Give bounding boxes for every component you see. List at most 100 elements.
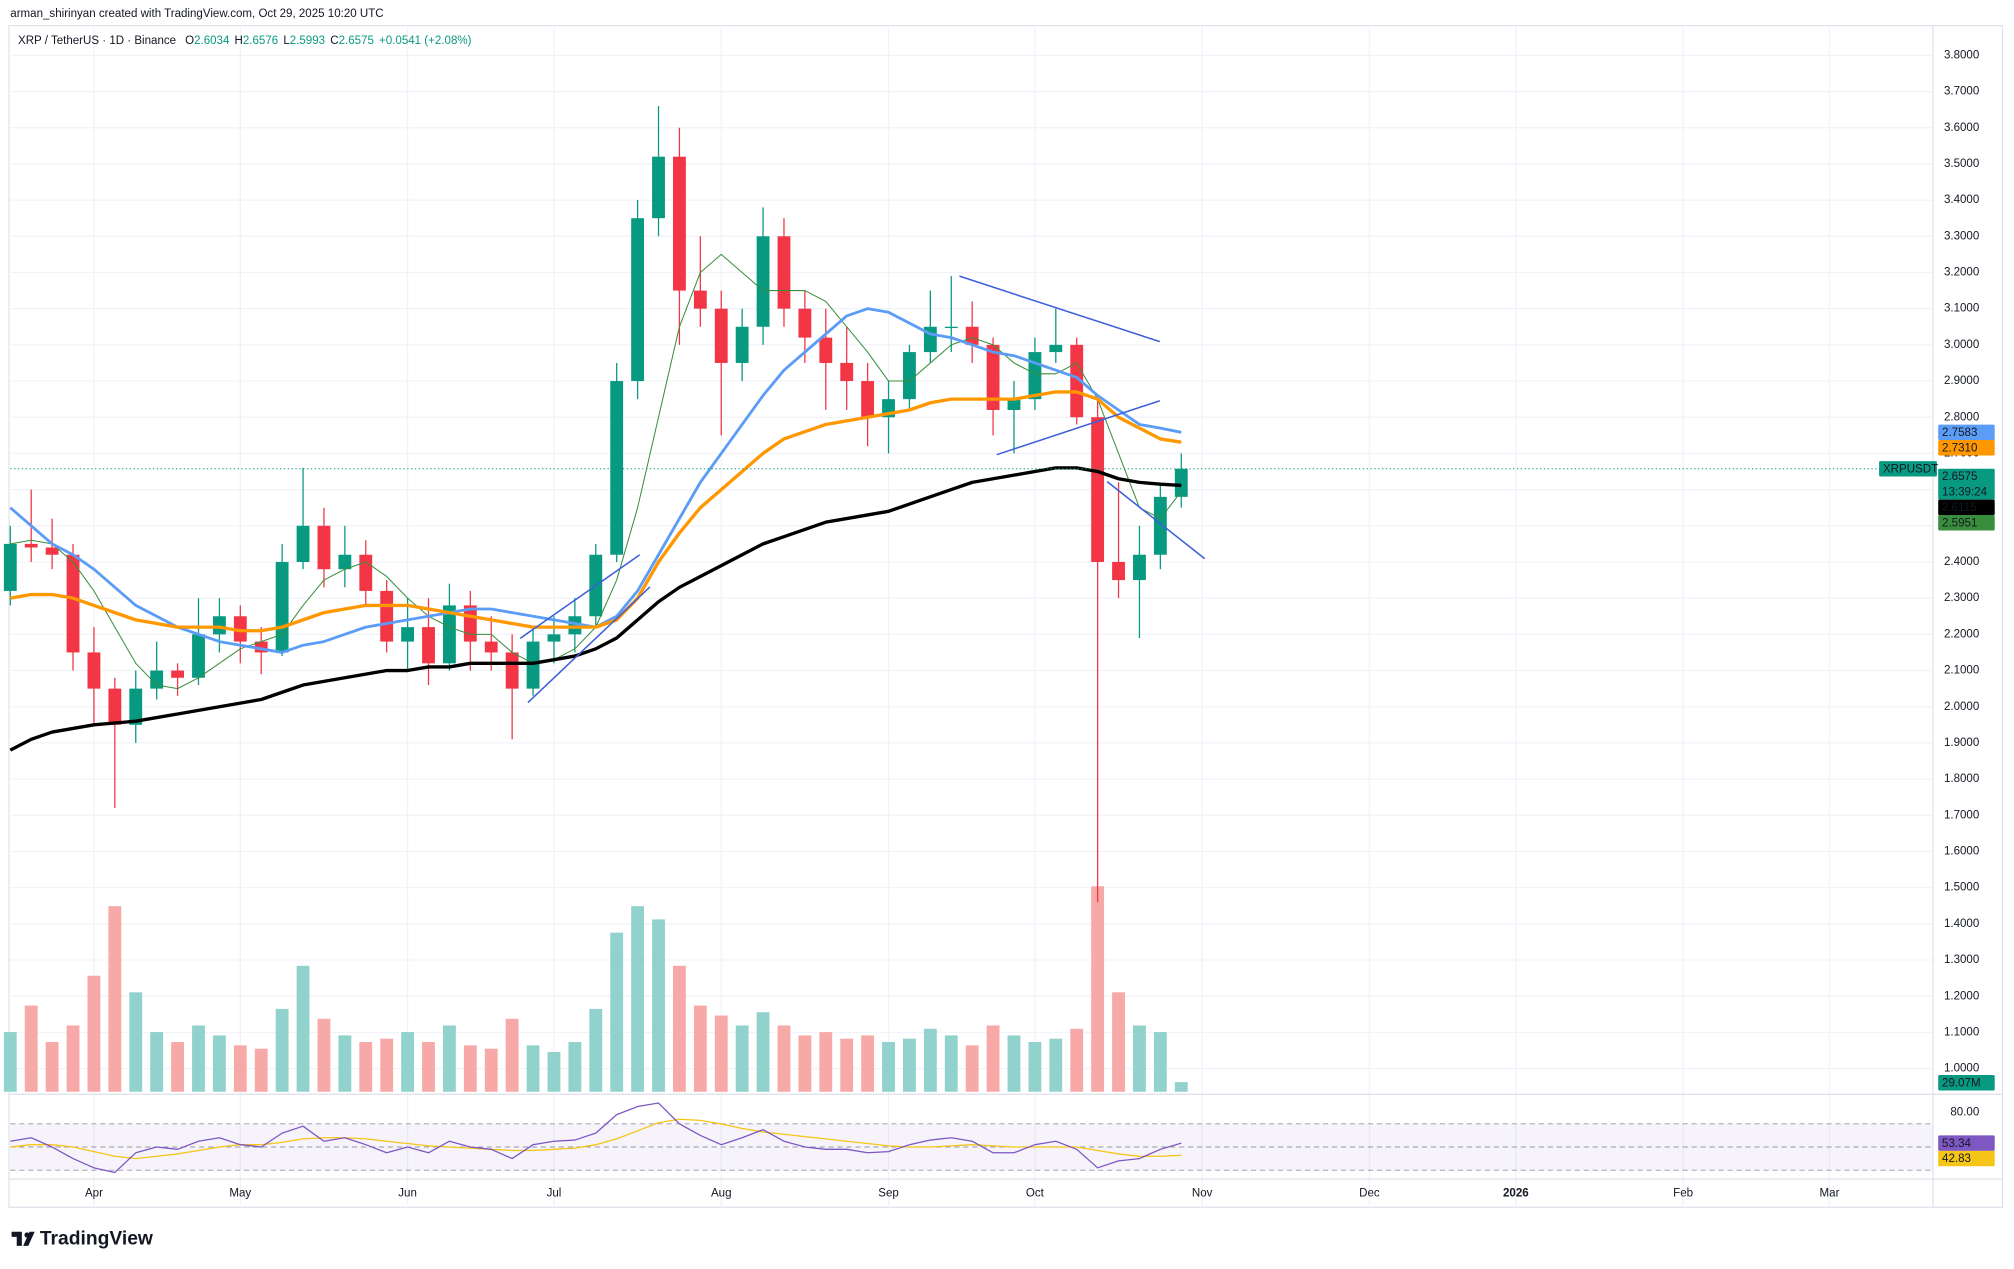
rsi-tag: 53.34	[1942, 1138, 1971, 1150]
candle-body	[233, 616, 247, 642]
volume-bar	[903, 1038, 916, 1092]
volume-bar	[150, 1032, 164, 1092]
volume-bar	[3, 1032, 17, 1092]
candle-body	[422, 627, 435, 664]
ohlc-value: 2.6576	[243, 35, 278, 47]
candle-body	[212, 616, 226, 635]
volume-tag-box	[1938, 1075, 1995, 1091]
candle-body	[1133, 554, 1146, 581]
x-tick-label: Feb	[1673, 1187, 1693, 1199]
rsi-line	[10, 1102, 1182, 1174]
volume-bar	[275, 1008, 289, 1092]
candle-body	[1049, 344, 1063, 353]
trend-line	[996, 400, 1161, 456]
rsi-ma-line	[10, 1118, 1182, 1160]
volume-bar	[631, 906, 645, 1092]
candle-body	[484, 641, 498, 653]
volume-bar	[442, 1025, 456, 1092]
candle-body	[568, 616, 582, 635]
candle-body	[819, 337, 833, 363]
candle-body	[3, 543, 17, 591]
rsi-tick-label: 80.00	[1950, 1106, 1979, 1118]
volume-bar	[840, 1038, 854, 1092]
volume-bar	[66, 1025, 80, 1092]
logo-text: TradingView	[40, 1229, 154, 1250]
volume-bar	[944, 1035, 958, 1092]
y-tick-label: 1.8000	[1944, 773, 1979, 785]
candle-body	[526, 641, 540, 689]
volume-bar	[965, 1045, 979, 1092]
y-tick-label: 2.1000	[1944, 665, 1979, 677]
candle-body	[192, 634, 205, 678]
ma-tag-box	[1938, 424, 1995, 441]
volume-bar	[568, 1042, 582, 1092]
ohlc-value: 2.5993	[290, 35, 325, 47]
volume-bar	[882, 1042, 895, 1092]
candle-body	[317, 525, 331, 570]
candle-body	[631, 218, 645, 382]
y-tick-label: 1.7000	[1944, 809, 1979, 821]
volume-bar	[401, 1032, 415, 1092]
logo-icon	[24, 1232, 30, 1238]
volume-bar	[24, 1005, 38, 1092]
candle-body	[965, 326, 979, 345]
trend-line	[959, 275, 1161, 343]
candle-body	[254, 641, 268, 653]
volume-bar	[108, 906, 122, 1092]
volume-tag: 29.07M	[1942, 1077, 1981, 1089]
volume-bar	[861, 1035, 875, 1092]
y-tick-label: 1.1000	[1944, 1026, 1979, 1038]
y-tick-label: 3.4000	[1944, 194, 1979, 206]
ohlc-label: O	[185, 35, 194, 47]
legend-symbol: XRP / TetherUS · 1D · Binance	[18, 35, 176, 47]
y-tick-label: 2.0000	[1944, 701, 1979, 713]
y-tick-label: 2.3000	[1944, 592, 1979, 604]
volume-bar	[1028, 1042, 1042, 1092]
candle-body	[66, 554, 80, 653]
candle-body	[150, 670, 164, 689]
candle-body	[840, 362, 854, 382]
price-tag-box	[1938, 468, 1995, 500]
y-tick-label: 1.2000	[1944, 990, 1979, 1002]
symbol-tag-box	[1879, 461, 1937, 477]
volume-bar	[923, 1028, 937, 1092]
candle-body	[673, 156, 686, 291]
volume-bar	[317, 1018, 331, 1092]
rsi-tag: 42.83	[1942, 1153, 1971, 1165]
trend-line	[527, 586, 651, 704]
y-tick-label: 1.4000	[1944, 918, 1979, 930]
y-tick-label: 3.1000	[1944, 303, 1979, 315]
ohlc-value: 2.6575	[339, 35, 374, 47]
y-tick-label: 1.6000	[1944, 846, 1979, 858]
volume-bar	[610, 932, 624, 1092]
y-tick-label: 1.9000	[1944, 737, 1979, 749]
candle-body	[1174, 468, 1188, 497]
y-tick-label: 2.2000	[1944, 628, 1979, 640]
candle-body	[798, 308, 812, 338]
volume-bar	[652, 919, 665, 1092]
volume-bar	[693, 1005, 707, 1092]
candle-body	[861, 381, 875, 418]
volume-bar	[45, 1042, 59, 1092]
y-tick-label: 3.2000	[1944, 267, 1979, 279]
plot-area	[3, 25, 1934, 1208]
volume-bar	[1174, 1082, 1188, 1092]
volume-bar	[1007, 1035, 1021, 1092]
volume-bar	[212, 1035, 226, 1092]
volume-bar	[1112, 992, 1125, 1092]
volume-bar	[1133, 1025, 1146, 1092]
volume-bar	[547, 1051, 561, 1092]
candle-body	[1153, 496, 1167, 555]
candle-body	[338, 554, 352, 570]
y-tick-label: 3.5000	[1944, 158, 1979, 170]
volume-bar	[171, 1042, 184, 1092]
candle-body	[129, 688, 143, 725]
symbol-tag: XRPUSDT	[1883, 463, 1938, 475]
axes: 1.0000 1.1000 1.2000 1.3000 1.4000 1.5000 1.60…	[9, 25, 2003, 1208]
volume-bar	[338, 1035, 352, 1092]
legend: XRP / TetherUS · 1D · Binance O2.6034 H2.6…	[18, 35, 472, 47]
y-tick-label: 2.8000	[1944, 411, 1979, 423]
moving-average	[9, 466, 1182, 752]
x-tick-label: 2026	[1503, 1187, 1529, 1199]
candle-body	[505, 652, 519, 689]
